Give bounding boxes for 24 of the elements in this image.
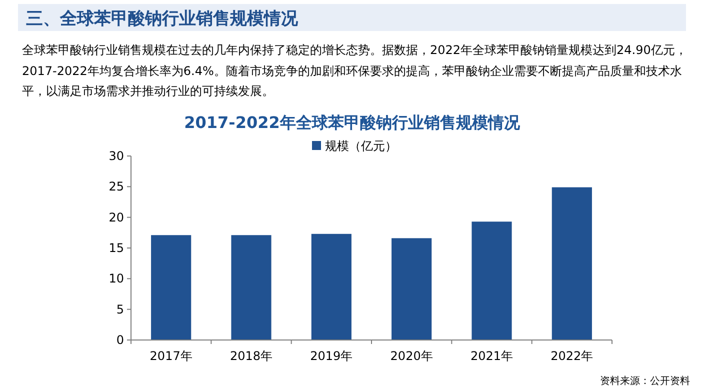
chart-subtitle: 全球苯甲酸钠行业销售规模在过去的几年内保持了稳定的增长态势。据数据，2022年全球苯甲酸钠销量规模达到24.90亿元，2017-2022年均复合增长率为6.4%。随着市场竞争的加剧和环保要求的提高，苯甲酸钠企业需要不断提高产品质量和技术水平，以满足市场需求并推动行业的可持续发展。 xyxy=(22,42,688,100)
text: 三、全球苯甲酸钠行业销售规模情况 xyxy=(26,8,298,30)
y-tick-label: 5 xyxy=(116,302,124,316)
bar xyxy=(151,235,192,340)
x-tick-label: 2019年 xyxy=(310,349,353,363)
x-tick-label: 2021年 xyxy=(470,349,514,363)
y-tick-label: 20 xyxy=(108,210,124,224)
bar xyxy=(311,234,352,340)
y-tick-label: 30 xyxy=(108,149,124,163)
y-tick-label: 10 xyxy=(108,272,124,286)
bar xyxy=(392,238,432,340)
x-tick-label: 2022年 xyxy=(550,349,594,363)
x-tick-label: 2017年 xyxy=(150,349,192,363)
y-tick-label: 0 xyxy=(116,333,124,347)
chart-title: 2017-2022年全球苯甲酸钠行业销售规模情况 xyxy=(184,113,521,132)
y-tick-label: 15 xyxy=(108,241,124,255)
bar xyxy=(552,187,592,340)
bar xyxy=(472,222,512,340)
x-tick-label: 2020年 xyxy=(390,349,433,363)
x-tick-label: 2018年 xyxy=(230,349,273,363)
legend-label: 规模（亿元） xyxy=(325,139,397,153)
y-tick-label: 25 xyxy=(108,180,124,194)
text: 资料来源：公开资料 xyxy=(600,374,690,388)
bar xyxy=(231,235,272,340)
